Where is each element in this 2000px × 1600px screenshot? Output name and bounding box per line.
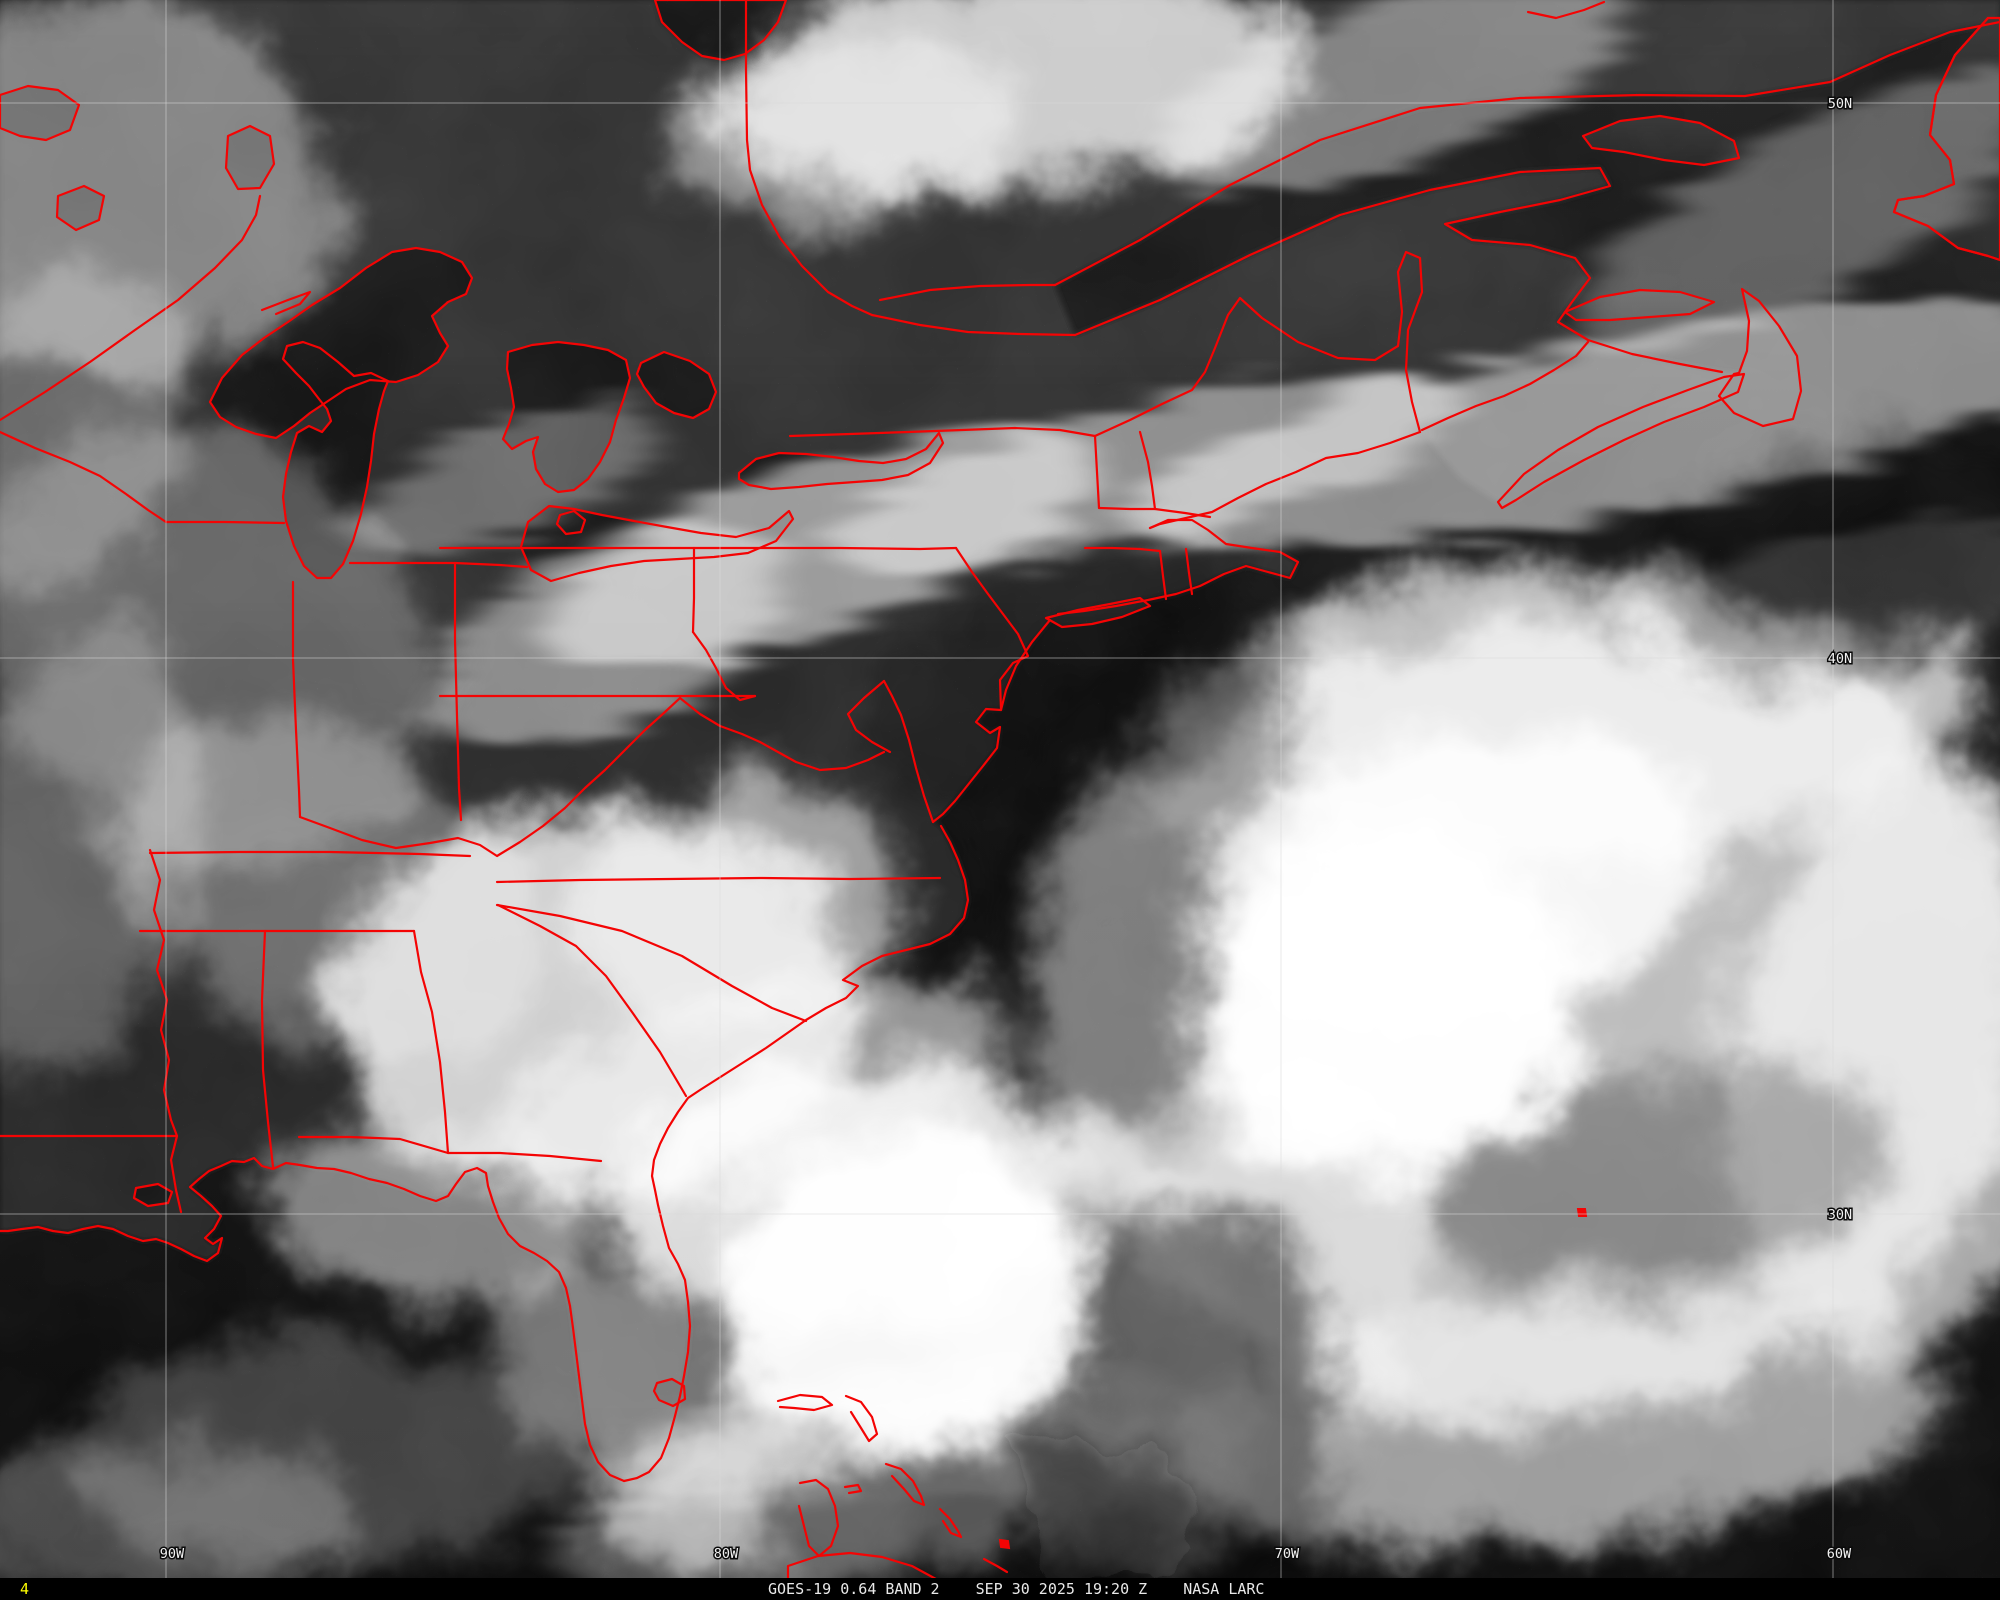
ct-ri-border <box>1158 549 1168 601</box>
longitude-label: 90W <box>160 1546 185 1562</box>
mississippi-river <box>148 848 183 1214</box>
caption-text: GOES-19 0.64 BAND 2 SEP 30 2025 19:20 Z NA… <box>768 1578 1264 1600</box>
wv-va-border <box>678 696 886 772</box>
san-salvador <box>998 1538 1011 1550</box>
southeast-coast <box>622 824 970 1483</box>
caption-datetime: SEP 30 2025 19:20 Z <box>975 1580 1148 1598</box>
latlon-label-overlay: 90W 80W 70W 60W 50N 40N 30N <box>158 95 1853 1564</box>
ga-sc-border <box>496 903 688 1098</box>
maine-border-loop <box>1093 250 1424 438</box>
gaspe-new-brunswick-coast <box>1073 166 1724 374</box>
potomac-river <box>846 679 892 754</box>
lake-erie <box>519 504 795 583</box>
long-island <box>1044 596 1152 629</box>
boston-cape-cod-coast <box>1056 518 1300 616</box>
lake-pontchartrain <box>132 1182 174 1208</box>
ohio-river <box>298 696 682 858</box>
ms-al-border <box>260 929 275 1169</box>
eleuthera-island <box>884 1462 926 1507</box>
ontario-quebec-border <box>744 0 874 317</box>
new-jersey-coast <box>931 618 1052 824</box>
ky-tn-border <box>148 850 472 858</box>
lake-ontario <box>737 431 945 491</box>
newfoundland-west-coast <box>1892 16 2000 262</box>
ma-north-border <box>1097 506 1212 519</box>
caption-satellite-band: GOES-19 0.64 BAND 2 <box>768 1580 940 1598</box>
lake-nipigon <box>224 124 276 191</box>
wi-il-border <box>164 520 286 525</box>
chesapeake-bay <box>882 679 935 824</box>
wv-wedge <box>691 630 757 702</box>
il-in-border <box>291 580 302 819</box>
florida-gulf-coast <box>0 1156 626 1483</box>
delaware-river <box>954 546 1030 712</box>
latitude-label: 40N <box>1828 651 1852 667</box>
longitude-label: 60W <box>1827 1546 1852 1562</box>
lake-michigan <box>281 340 390 580</box>
latitude-label: 30N <box>1828 1207 1852 1223</box>
lake-of-the-woods <box>55 184 106 232</box>
prince-edward-island <box>1563 288 1716 322</box>
frame-number-marker: 4 <box>20 1580 30 1598</box>
mn-ontario-border <box>0 194 262 422</box>
grand-bahama <box>776 1393 834 1412</box>
cat-island <box>938 1507 963 1539</box>
latitude-label: 50N <box>1828 96 1852 112</box>
fl-north-border <box>297 1135 603 1163</box>
us-canada-45n-border <box>788 426 1097 438</box>
caption-source: NASA LARC <box>1183 1580 1265 1598</box>
new-providence <box>843 1483 863 1495</box>
lake-superior <box>208 246 474 440</box>
va-nc-border <box>495 876 942 884</box>
longitude-label: 80W <box>714 1546 739 1562</box>
st-lawrence-river-south <box>870 313 1077 337</box>
james-bay <box>653 0 788 62</box>
nova-scotia <box>1496 372 1746 510</box>
in-oh-border <box>453 561 463 822</box>
labrador-coast-bit <box>1526 0 1606 20</box>
st-lawrence-north-shore <box>1053 20 2000 287</box>
georgian-bay <box>635 350 718 420</box>
mi-in-oh-border <box>348 561 529 569</box>
anticosti-island <box>1581 114 1741 167</box>
lake-huron <box>501 340 632 494</box>
pa-ny-border <box>438 546 958 551</box>
abaco-island <box>844 1394 879 1443</box>
vt-nh-border <box>1138 430 1157 511</box>
long-island-bahamas <box>982 1557 1009 1574</box>
longitude-label: 70W <box>1275 1546 1300 1562</box>
mn-wi-border <box>0 430 168 524</box>
oh-pa-border <box>691 546 696 634</box>
st-lawrence-river-north <box>878 283 1057 302</box>
lake-st-clair <box>555 509 587 536</box>
ri-ma-border <box>1184 547 1194 596</box>
ny-vt-border <box>1093 434 1101 510</box>
nc-sc-border <box>495 903 808 1023</box>
manitoba-lake <box>0 84 81 142</box>
cape-breton <box>1717 287 1803 428</box>
new-brunswick-fundy-coast <box>1420 340 1590 432</box>
cuba-north-coast <box>786 1551 937 1578</box>
al-ga-border <box>412 929 450 1155</box>
andros-island <box>797 1478 840 1558</box>
isle-royale <box>260 290 312 316</box>
bermuda <box>1576 1208 1588 1217</box>
ma-ct-border <box>1083 546 1162 553</box>
caption-bar: 4 GOES-19 0.64 BAND 2 SEP 30 2025 19:20 Z… <box>0 1578 2000 1600</box>
